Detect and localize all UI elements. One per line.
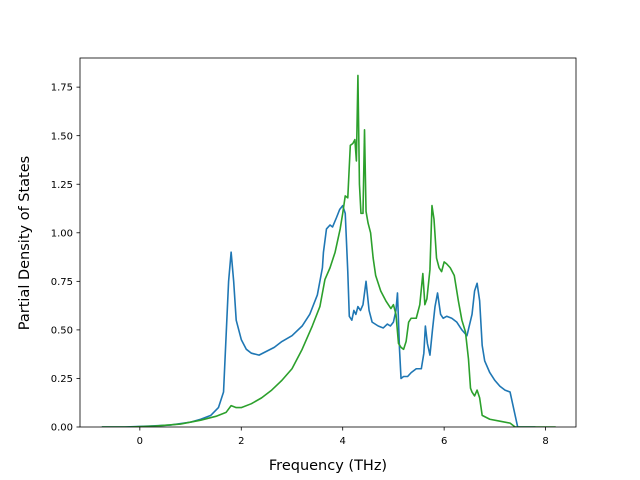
y-tick-label: 1.25 — [51, 180, 73, 191]
y-tick-label: 0.25 — [51, 374, 73, 385]
y-tick-label: 0.50 — [51, 325, 73, 336]
x-tick-label: 6 — [441, 436, 447, 447]
y-axis-label: Partial Density of States — [17, 156, 33, 330]
y-axis-ticks: 0.00 0.25 0.50 0.75 1.00 1.25 1.50 1.75 — [51, 83, 80, 434]
x-tick-label: 4 — [340, 436, 346, 447]
plot-frame — [79, 57, 577, 428]
x-axis-label: Frequency (THz) — [269, 458, 387, 474]
x-axis-ticks: 0 2 4 6 8 — [137, 427, 549, 447]
y-tick-label: 1.50 — [51, 131, 73, 142]
y-tick-label: 0.00 — [51, 423, 73, 434]
series-layer — [101, 74, 556, 427]
x-tick-label: 2 — [238, 436, 244, 447]
y-tick-label: 0.75 — [51, 277, 73, 288]
x-tick-label: 8 — [542, 436, 548, 447]
x-tick-label: 0 — [137, 436, 143, 447]
y-tick-label: 1.75 — [51, 83, 73, 94]
series-line-2 — [101, 74, 556, 427]
y-tick-label: 1.00 — [51, 228, 73, 239]
